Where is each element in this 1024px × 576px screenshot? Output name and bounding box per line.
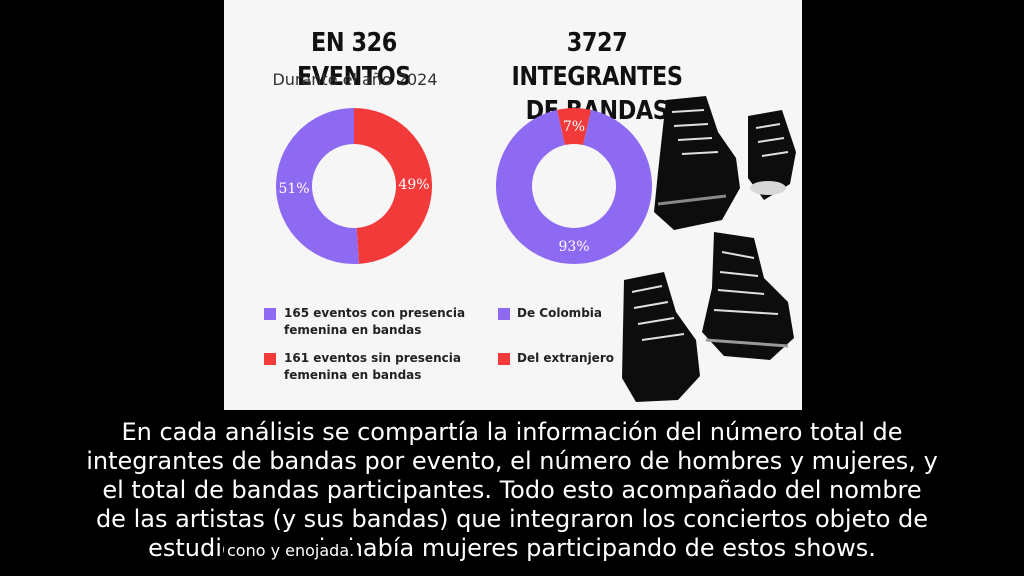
legend-without-women-line-2: femenina en bandas — [284, 368, 422, 382]
legend-abroad: Del extranjero — [517, 351, 614, 365]
legend-with-women-line-2: femenina en bandas — [284, 323, 422, 337]
boot-illustration-top — [654, 96, 796, 230]
caption-line-5: estudio, cuando había mujeres participan… — [148, 534, 876, 562]
donut-slice-del-extranjero — [556, 108, 592, 146]
infographic-slide: EN 326 EVENTOS Durante el año 2024 3727 … — [224, 0, 802, 410]
left-chart-subtitle: Durante el año 2024 — [272, 70, 438, 89]
caption-line-2: integrantes de bandas por evento, el núm… — [86, 447, 938, 475]
legend-swatch-abroad — [498, 353, 510, 365]
legend-with-women-line-1: 165 eventos con presencia — [284, 306, 466, 320]
legend-swatch-with-women — [264, 308, 276, 320]
right-title-line-1: 3727 INTEGRANTES — [511, 28, 683, 92]
closed-caption-overlay: cono y enojada. — [224, 540, 358, 561]
donut-label-0: 51% — [278, 181, 309, 197]
legend-swatch-without-women — [264, 353, 276, 365]
members-donut-chart: 7% 93% — [496, 108, 652, 264]
caption-line-1: En cada análisis se compartía la informa… — [121, 418, 903, 446]
left-chart-title: EN 326 EVENTOS — [297, 28, 411, 92]
narration-caption: En cada análisis se compartía la informa… — [0, 418, 1024, 563]
legend-swatch-colombia — [498, 308, 510, 320]
legend-without-women: 161 eventos sin presencia femenina en ba… — [284, 350, 461, 384]
donut-slice-165-eventos-con-presencia-femenina-en-bandas — [275, 108, 359, 264]
caption-line-3: el total de bandas participantes. Todo e… — [102, 476, 922, 504]
donut-label-0: 93% — [558, 239, 589, 255]
donut-slice-de-colombia — [496, 109, 652, 264]
donut-slice-161-eventos-sin-presencia-femenina-en-bandas — [354, 108, 432, 264]
donut-label-1: 7% — [563, 119, 585, 135]
donut-label-1: 49% — [398, 177, 429, 193]
events-donut-chart: 49% 51% — [275, 108, 432, 264]
legend-with-women: 165 eventos con presencia femenina en ba… — [284, 305, 465, 339]
boot-illustration-bottom — [622, 232, 794, 402]
legend-without-women-line-1: 161 eventos sin presencia — [284, 351, 461, 365]
legend-colombia: De Colombia — [517, 306, 602, 320]
caption-line-4: de las artistas (y sus bandas) que integ… — [95, 505, 929, 533]
